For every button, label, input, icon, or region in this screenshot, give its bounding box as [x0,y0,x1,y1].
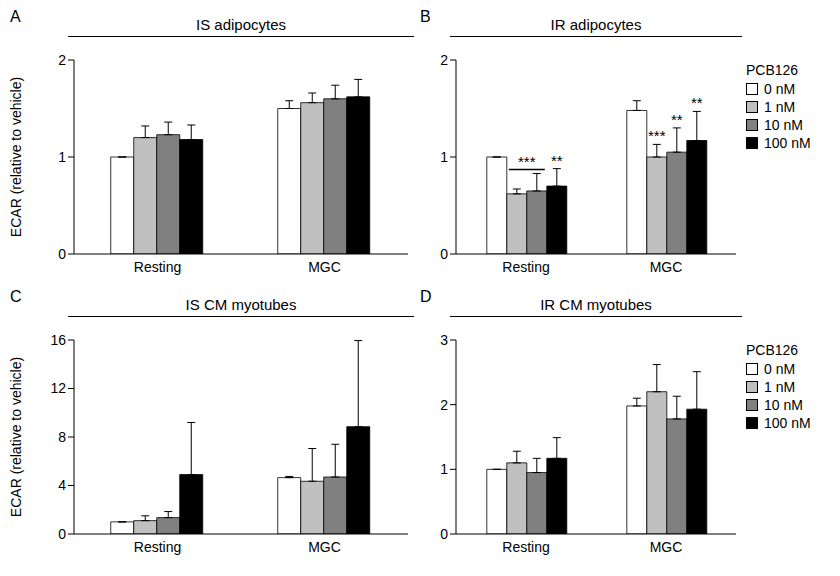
svg-text:MGC: MGC [650,539,683,555]
svg-text:1: 1 [440,149,448,165]
html-text:PCB126: PCB126 [746,342,799,358]
html-text:PCB126: PCB126 [746,62,799,78]
html-text:IR adipocytes: IR adipocytes [550,16,642,33]
svg-text:8: 8 [58,429,66,445]
svg-text:4: 4 [58,477,66,493]
html-text:IS adipocytes: IS adipocytes [196,16,286,33]
svg-text:ECAR (relative to vehicle): ECAR (relative to vehicle) [8,357,24,517]
svg-text:2: 2 [58,52,66,68]
svg-text:Resting: Resting [134,259,181,275]
svg-text:2: 2 [440,397,448,413]
html-text:100 nM: 100 nM [764,135,811,151]
svg-text:1: 1 [58,149,66,165]
svg-text:0: 0 [58,526,66,542]
svg-text:1: 1 [440,461,448,477]
svg-text:MGC: MGC [650,259,683,275]
html-text:1 nM: 1 nM [764,379,796,395]
html-text:IS CM myotubes: IS CM myotubes [185,296,297,313]
svg-text:3: 3 [440,332,448,348]
html-text:B: B [420,8,431,25]
svg-text:0: 0 [58,246,66,262]
html-text:0 nM: 0 nM [764,361,796,377]
svg-text:***: *** [518,153,536,170]
html-text:A: A [10,8,21,25]
html-text:10 nM: 10 nM [764,117,803,133]
svg-text:12: 12 [50,380,66,396]
svg-text:Resting: Resting [502,539,549,555]
svg-text:**: ** [691,94,703,111]
html-text:D: D [420,288,432,305]
svg-text:MGC: MGC [308,259,341,275]
svg-text:2: 2 [440,52,448,68]
svg-text:Resting: Resting [502,259,549,275]
html-text:0 nM: 0 nM [764,81,796,97]
html-text:C: C [10,288,22,305]
svg-text:0: 0 [440,526,448,542]
svg-text:MGC: MGC [308,539,341,555]
svg-text:Resting: Resting [134,539,181,555]
svg-text:16: 16 [50,332,66,348]
svg-text:**: ** [551,152,563,169]
svg-text:ECAR (relative to vehicle): ECAR (relative to vehicle) [8,77,24,237]
html-text:10 nM: 10 nM [764,397,803,413]
html-text:IR CM myotubes: IR CM myotubes [540,296,652,313]
svg-text:**: ** [671,111,683,128]
html-text:100 nM: 100 nM [764,415,811,431]
html-text:1 nM: 1 nM [764,99,796,115]
svg-text:0: 0 [440,246,448,262]
svg-text:***: *** [648,127,666,144]
